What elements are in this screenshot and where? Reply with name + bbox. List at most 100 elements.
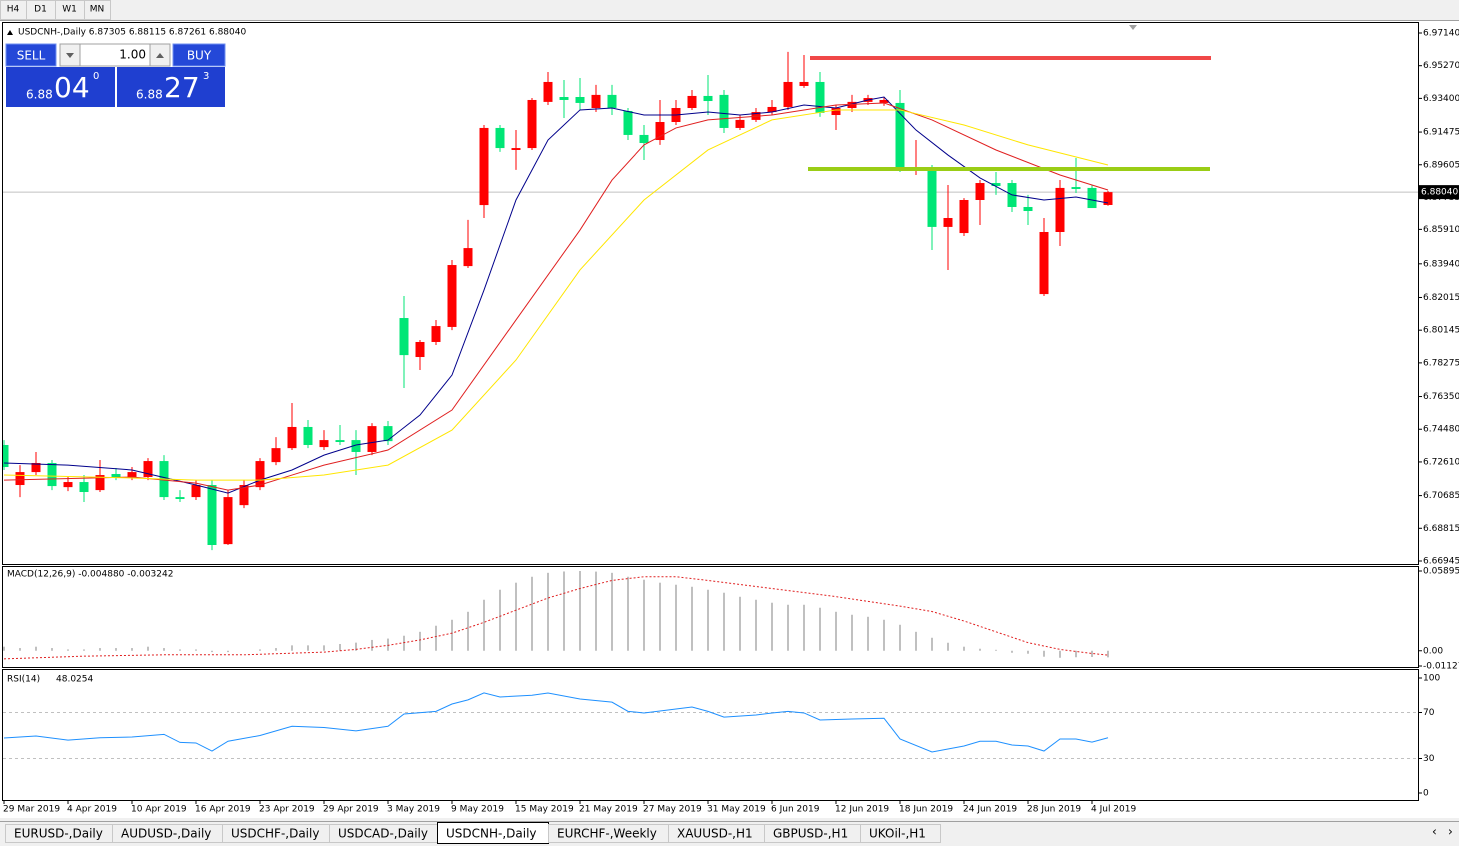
y-tick-label: 6.72610 — [1423, 457, 1459, 467]
candle-body — [15, 472, 25, 486]
candle-body — [1023, 206, 1033, 212]
x-tick-label: 12 Jun 2019 — [835, 805, 889, 815]
x-tick-label: 3 May 2019 — [387, 805, 440, 815]
lot-up-arrow — [156, 53, 164, 58]
candle-body — [3, 444, 9, 468]
symbol-tab-label: AUDUSD-,Daily — [121, 827, 211, 841]
buy-button[interactable] — [172, 43, 226, 67]
moving-average — [3, 109, 1109, 481]
candle-body — [207, 485, 217, 545]
candle-body — [95, 475, 105, 491]
macd-panel — [2, 566, 1419, 668]
chart-title: USDCNH-,Daily 6.87305 6.88115 6.87261 6.… — [18, 28, 246, 38]
sell-button[interactable] — [5, 43, 57, 67]
candle-body — [399, 318, 409, 356]
y-tick-label: 6.76350 — [1423, 392, 1459, 402]
candle-body — [991, 183, 1001, 187]
candle-body — [463, 248, 473, 267]
y-tick-label: 70 — [1423, 708, 1435, 718]
candle-body — [287, 426, 297, 449]
tab-scroll-left[interactable]: ‹ — [1432, 825, 1437, 839]
candle-body — [559, 97, 569, 100]
x-tick-label: 31 May 2019 — [707, 805, 766, 815]
buy-price-big: 27 — [164, 71, 200, 104]
y-tick-label: 6.91475 — [1423, 128, 1459, 138]
candle-body — [1103, 192, 1113, 205]
symbol-tab-label: GBPUSD-,H1 — [773, 827, 848, 841]
toolbar — [0, 0, 1459, 21]
candle-body — [639, 134, 649, 143]
timeframe-label: W1 — [62, 5, 77, 15]
sell-price-small: 0 — [93, 71, 99, 82]
price-plot — [3, 51, 1418, 551]
timeframe-label: D1 — [34, 5, 47, 15]
x-tick-label: 18 Jun 2019 — [899, 805, 953, 815]
candle-body — [415, 341, 425, 358]
macd-signal — [3, 576, 1109, 660]
candle-body — [703, 95, 713, 102]
current-price-label: 6.88040 — [1421, 188, 1458, 198]
macd-title: MACD(12,26,9) -0.004880 -0.003242 — [7, 570, 173, 580]
x-tick-label: 4 Jul 2019 — [1091, 805, 1136, 815]
candle-body — [575, 97, 585, 103]
header-arrow — [7, 30, 13, 35]
candle-body — [511, 148, 521, 150]
candle-body — [431, 326, 441, 342]
y-tick-label: 6.83940 — [1423, 259, 1459, 269]
main-panel — [2, 22, 1419, 565]
y-tick-label: 0 — [1423, 789, 1429, 799]
candle-body — [223, 497, 233, 545]
symbol-tab-label: USDCAD-,Daily — [338, 827, 428, 841]
x-tick-label: 24 Jun 2019 — [963, 805, 1017, 815]
candle-body — [847, 101, 857, 109]
candle-body — [1087, 187, 1097, 209]
y-tick-label: 6.85910 — [1423, 225, 1459, 235]
timeframe-button[interactable] — [84, 0, 111, 20]
lot-value: 1.00 — [119, 48, 146, 62]
y-tick-label: 6.80145 — [1423, 326, 1459, 336]
candle-body — [1039, 231, 1049, 295]
candle-body — [895, 102, 905, 168]
y-tick-label: 6.74480 — [1423, 425, 1459, 435]
sell-price-box[interactable] — [6, 67, 115, 107]
candle-body — [383, 426, 393, 442]
current-price-box — [1419, 185, 1459, 200]
candle-body — [143, 461, 153, 477]
candle-body — [351, 440, 361, 452]
symbol-tab-label: EURCHF-,Weekly — [557, 827, 657, 841]
candle-body — [367, 426, 377, 452]
buy-price-prefix: 6.88 — [136, 88, 163, 102]
y-tick-label: 30 — [1423, 754, 1435, 764]
candle-body — [1071, 187, 1081, 189]
y-tick-label: 6.68815 — [1423, 524, 1459, 534]
symbol-tab-label: EURUSD-,Daily — [14, 827, 103, 841]
y-tick-label: -0.01127 — [1423, 662, 1459, 672]
symbol-tab-label: USDCNH-,Daily — [446, 827, 537, 841]
candle-body — [815, 81, 825, 113]
y-tick-label: 100 — [1423, 674, 1440, 684]
shift-marker — [1129, 25, 1137, 30]
candle-body — [31, 462, 41, 473]
buy-price-box[interactable] — [117, 67, 225, 107]
candle-body — [303, 426, 313, 445]
x-tick-label: 23 Apr 2019 — [259, 805, 315, 815]
candle-body — [271, 448, 281, 463]
candle-body — [767, 106, 777, 113]
candle-body — [479, 127, 489, 206]
y-tick-label: 6.70685 — [1423, 491, 1459, 501]
candle-body — [543, 81, 553, 102]
x-tick-label: 29 Mar 2019 — [3, 805, 60, 815]
tab-scroll-right[interactable]: › — [1448, 825, 1453, 839]
x-tick-label: 10 Apr 2019 — [131, 805, 187, 815]
symbol-tab[interactable] — [860, 824, 941, 843]
symbol-tab-label: XAUUSD-,H1 — [677, 827, 753, 841]
trade-panel: SELL 1.00 BUY 6.88 04 0 6.88 27 3 — [5, 43, 226, 107]
candle-body — [527, 99, 537, 149]
candle-body — [927, 169, 937, 227]
symbol-tab-label: UKOil-,H1 — [869, 827, 926, 841]
candle-body — [831, 108, 841, 116]
y-tick-label: 6.97140 — [1423, 29, 1459, 39]
buy-label: BUY — [187, 49, 212, 63]
